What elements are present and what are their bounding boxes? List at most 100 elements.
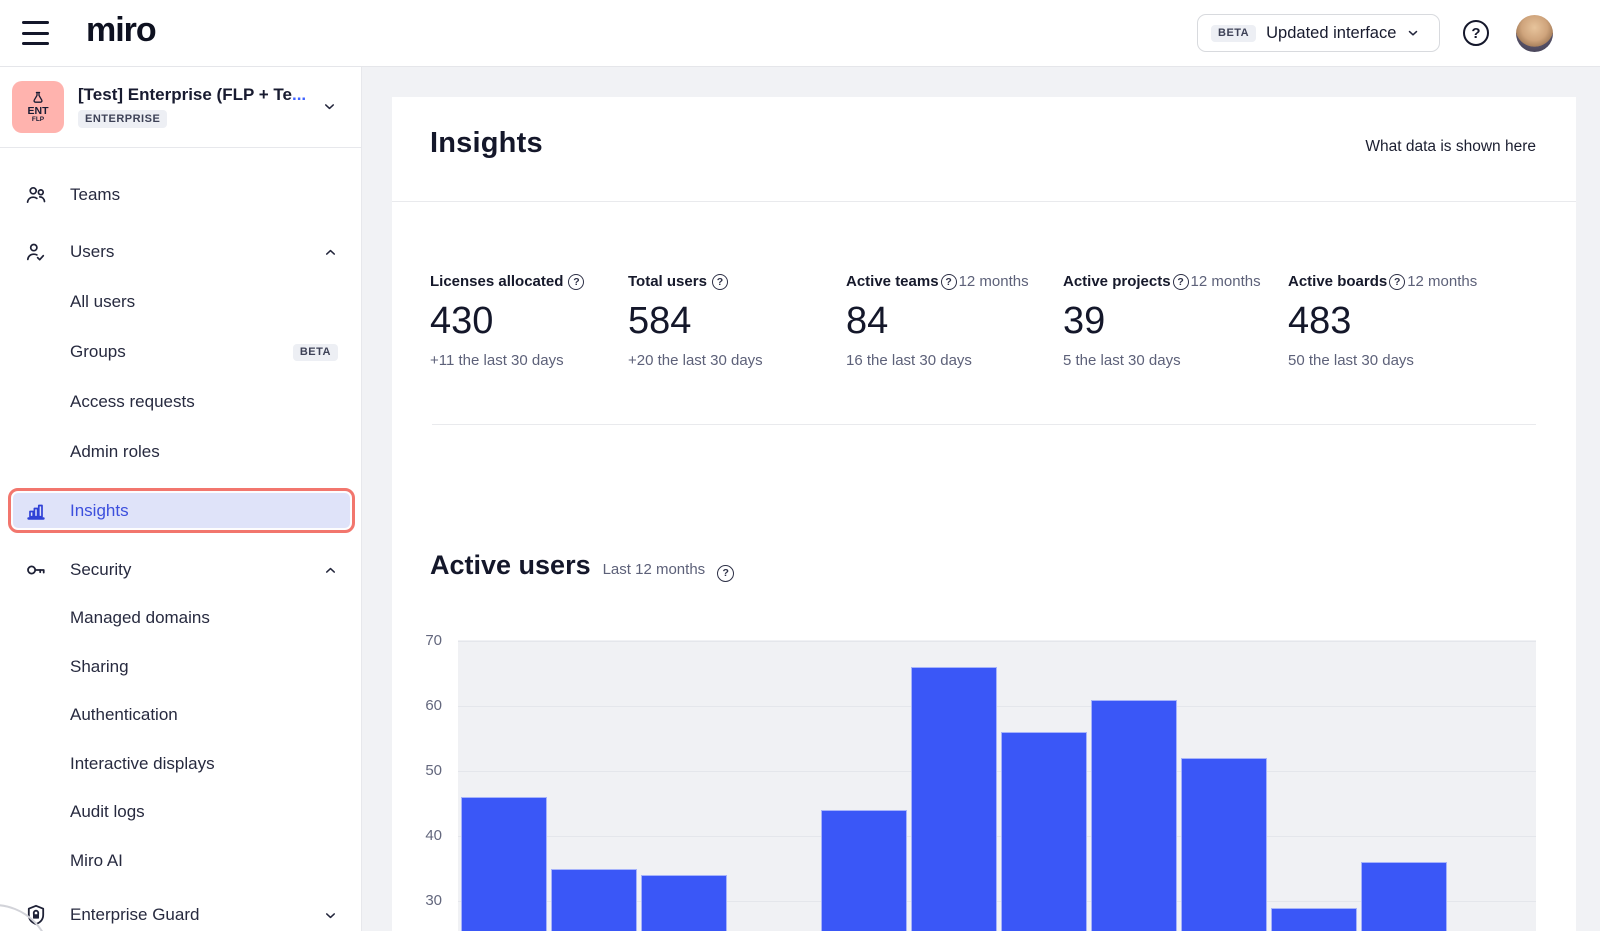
- stat-period: 12 months: [1407, 273, 1478, 290]
- sidebar-item-security[interactable]: Security: [8, 550, 354, 590]
- sidebar-item-miro-ai[interactable]: Miro AI: [8, 841, 354, 881]
- sidebar-item-users[interactable]: Users: [8, 232, 354, 272]
- sidebar-item-insights[interactable]: Insights: [8, 488, 355, 533]
- plan-badge: ENTERPRISE: [78, 109, 168, 128]
- stat-total-users: Total users? 584 +20 the last 30 days: [628, 273, 763, 369]
- y-axis-tick-label: 70: [425, 632, 442, 649]
- divider: [432, 424, 1536, 425]
- sidebar-item-access-requests[interactable]: Access requests: [8, 382, 354, 422]
- stat-subtext: 16 the last 30 days: [846, 351, 972, 369]
- user-avatar[interactable]: [1516, 15, 1553, 52]
- y-axis-tick-label: 60: [425, 697, 442, 714]
- sidebar-item-label: Enterprise Guard: [70, 905, 200, 924]
- sidebar-item-groups[interactable]: Groups BETA: [8, 332, 354, 372]
- chart-bar: [1181, 758, 1267, 931]
- chart-bar: [1001, 732, 1087, 931]
- stat-period: 12 months: [958, 273, 1029, 290]
- stat-value: 39: [1063, 300, 1106, 342]
- sidebar-item-label: Miro AI: [70, 851, 123, 870]
- chart-bar: [1091, 699, 1177, 931]
- stat-subtext: 5 the last 30 days: [1063, 351, 1181, 369]
- stat-subtext: 50 the last 30 days: [1288, 351, 1414, 369]
- chevron-down-icon: [1406, 26, 1420, 40]
- chart-bar: [1271, 907, 1357, 931]
- updated-interface-toggle[interactable]: BETA Updated interface: [1197, 14, 1440, 52]
- gridline: [458, 706, 1536, 707]
- gridline: [458, 836, 1536, 837]
- sidebar-item-all-users[interactable]: All users: [8, 282, 354, 322]
- sidebar-item-admin-roles[interactable]: Admin roles: [8, 432, 354, 472]
- sidebar-item-enterprise-guard[interactable]: Enterprise Guard: [8, 895, 354, 931]
- sidebar-item-label: Managed domains: [70, 608, 210, 627]
- stat-value: 430: [430, 300, 494, 342]
- stat-active-teams: Active teams? 12 months 84 16 the last 30…: [846, 273, 1029, 369]
- sidebar-item-label: Insights: [70, 500, 129, 520]
- stat-value: 584: [628, 300, 692, 342]
- y-axis-tick-label: 30: [425, 892, 442, 909]
- chart-subtitle: Last 12 months: [602, 561, 706, 578]
- help-icon[interactable]: ?: [1463, 20, 1489, 46]
- chevron-down-icon[interactable]: [323, 908, 338, 923]
- sidebar-item-label: Audit logs: [70, 802, 145, 821]
- stat-period: 12 months: [1190, 273, 1261, 290]
- question-circle-icon[interactable]: ?: [711, 274, 728, 290]
- sidebar-item-teams[interactable]: Teams: [8, 175, 354, 215]
- sidebar-item-label: All users: [70, 292, 136, 311]
- organization-switcher[interactable]: ENT FLP [Test] Enterprise (FLP + Te... E…: [0, 67, 361, 148]
- stat-label: Active boards: [1288, 273, 1388, 290]
- stat-value: 483: [1288, 300, 1352, 342]
- chart-bar: [461, 797, 547, 931]
- active-users-heading: Active users Last 12 months ?: [430, 550, 735, 582]
- y-axis-tick-label: 50: [425, 762, 442, 779]
- stat-subtext: +20 the last 30 days: [628, 351, 763, 369]
- chart-bar: [1361, 862, 1447, 931]
- organization-name: [Test] Enterprise (FLP + Te...: [78, 85, 306, 104]
- active-users-plot: [458, 640, 1536, 931]
- flask-icon: [33, 91, 43, 103]
- bar-chart-icon: [24, 499, 48, 523]
- stat-active-projects: Active projects? 12 months 39 5 the last …: [1063, 273, 1261, 369]
- gridline: [458, 641, 1536, 642]
- beta-badge: BETA: [292, 343, 338, 361]
- active-users-yaxis: 70 60 50 40 30: [392, 632, 450, 931]
- chart-bar: [821, 810, 907, 931]
- stat-label: Active teams: [846, 273, 939, 290]
- question-circle-icon[interactable]: ?: [568, 274, 585, 290]
- hamburger-menu-icon[interactable]: [22, 21, 49, 45]
- miro-logo[interactable]: miro: [86, 11, 157, 49]
- updated-interface-label: Updated interface: [1266, 23, 1397, 42]
- gridline: [458, 901, 1536, 902]
- chart-bar: [551, 868, 637, 931]
- chart-bar: [911, 667, 997, 931]
- organization-avatar: ENT FLP: [12, 81, 64, 133]
- stat-subtext: +11 the last 30 days: [430, 351, 564, 369]
- sidebar-item-label: Security: [70, 560, 132, 579]
- teams-icon: [24, 183, 48, 207]
- sidebar-item-interactive-displays[interactable]: Interactive displays: [8, 744, 354, 784]
- sidebar-item-managed-domains[interactable]: Managed domains: [8, 598, 354, 638]
- beta-badge: BETA: [1211, 24, 1257, 42]
- question-circle-icon[interactable]: ?: [1389, 274, 1406, 290]
- stat-label: Active projects: [1063, 273, 1171, 290]
- sidebar-item-authentication[interactable]: Authentication: [8, 695, 354, 735]
- stat-value: 84: [846, 300, 889, 342]
- question-circle-icon[interactable]: ?: [940, 274, 957, 290]
- sidebar-item-sharing[interactable]: Sharing: [8, 647, 354, 687]
- stat-label: Total users: [628, 273, 707, 290]
- sidebar-item-label: Users: [70, 242, 115, 261]
- top-bar: miro BETA Updated interface ?: [0, 0, 1600, 67]
- chart-bar: [641, 875, 727, 931]
- stat-licenses-allocated: Licenses allocated? 430 +11 the last 30 …: [430, 273, 589, 369]
- y-axis-tick-label: 40: [425, 827, 442, 844]
- user-check-icon: [24, 240, 48, 264]
- sidebar-item-audit-logs[interactable]: Audit logs: [8, 792, 354, 832]
- question-circle-icon[interactable]: ?: [717, 564, 735, 582]
- question-circle-icon[interactable]: ?: [1172, 274, 1189, 290]
- divider: [392, 201, 1576, 202]
- sidebar-item-label: Access requests: [70, 392, 195, 411]
- stat-label: Licenses allocated: [430, 273, 564, 290]
- what-data-link[interactable]: What data is shown here: [1365, 138, 1536, 155]
- chevron-up-icon[interactable]: [323, 245, 338, 260]
- chevron-up-icon[interactable]: [323, 563, 338, 578]
